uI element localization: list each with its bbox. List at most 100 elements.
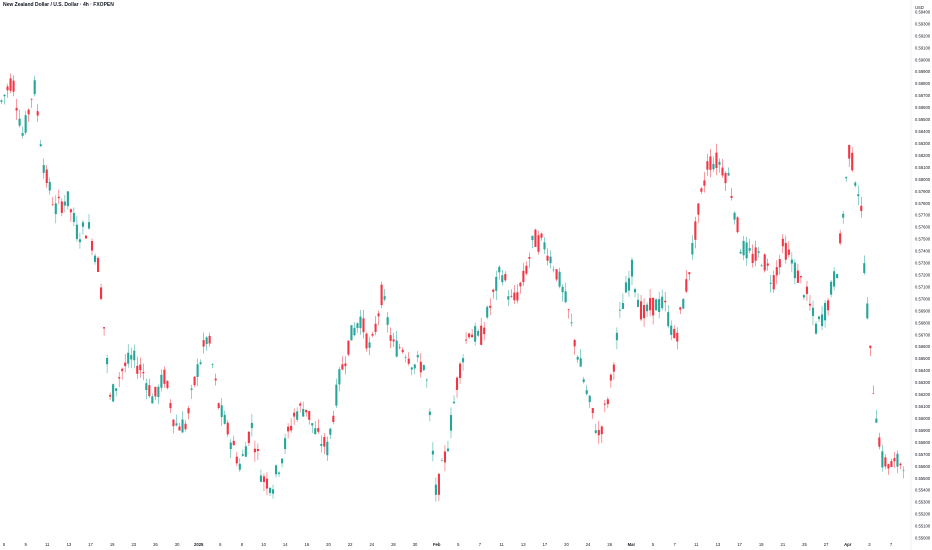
candle[interactable] xyxy=(489,298,492,316)
price-axis[interactable]: 0.59400 0.59300 0.59200 0.59100 0.59000 0.589… xyxy=(915,9,931,540)
candle[interactable] xyxy=(187,405,190,420)
candle[interactable] xyxy=(359,309,362,335)
candle[interactable] xyxy=(410,366,413,376)
candle[interactable] xyxy=(220,398,223,426)
candle[interactable] xyxy=(465,332,468,344)
candle[interactable] xyxy=(84,234,88,239)
candle[interactable] xyxy=(670,320,673,341)
candle[interactable] xyxy=(525,261,528,276)
candle[interactable] xyxy=(446,440,450,453)
candle[interactable] xyxy=(193,375,196,388)
candle[interactable] xyxy=(341,356,344,371)
candle[interactable] xyxy=(124,353,127,373)
candle[interactable] xyxy=(268,486,272,497)
candle[interactable] xyxy=(757,246,760,258)
candle[interactable] xyxy=(863,255,866,275)
candle[interactable] xyxy=(721,159,724,178)
candle[interactable] xyxy=(148,378,151,398)
candle[interactable] xyxy=(688,272,691,281)
candle[interactable] xyxy=(136,356,139,380)
candle[interactable] xyxy=(72,207,75,227)
candle[interactable] xyxy=(277,471,281,478)
candle[interactable] xyxy=(178,422,181,431)
candle[interactable] xyxy=(561,284,564,302)
candle[interactable] xyxy=(271,484,275,499)
candle[interactable] xyxy=(66,191,69,210)
candle[interactable] xyxy=(872,385,875,394)
candle[interactable] xyxy=(33,75,36,97)
time-axis[interactable]: 5 9 11 13 17 19 23 26 30 2025 6 8 10 14 16 20 22 24 28 30 Fe… xyxy=(3,542,893,547)
candle[interactable] xyxy=(603,399,606,413)
candle[interactable] xyxy=(383,288,386,302)
candle[interactable] xyxy=(474,322,477,346)
candle[interactable] xyxy=(712,156,715,172)
candle[interactable] xyxy=(636,293,640,308)
candle[interactable] xyxy=(531,235,534,249)
candle[interactable] xyxy=(57,189,60,205)
candle[interactable] xyxy=(437,472,440,501)
candle[interactable] xyxy=(87,214,91,230)
candle[interactable] xyxy=(416,351,419,363)
candle[interactable] xyxy=(356,322,359,333)
candle[interactable] xyxy=(890,458,893,468)
candle[interactable] xyxy=(848,144,851,167)
candle[interactable] xyxy=(609,373,612,388)
candle[interactable] xyxy=(0,99,3,105)
candle[interactable] xyxy=(413,363,416,375)
candle[interactable] xyxy=(12,75,15,97)
candle[interactable] xyxy=(305,409,308,417)
candle[interactable] xyxy=(425,377,428,388)
candle[interactable] xyxy=(570,313,573,327)
candle[interactable] xyxy=(172,419,175,434)
candle[interactable] xyxy=(594,423,597,435)
candle[interactable] xyxy=(486,305,489,320)
candle[interactable] xyxy=(154,386,157,401)
candle[interactable] xyxy=(96,256,100,272)
candle[interactable] xyxy=(649,289,652,316)
candle[interactable] xyxy=(18,109,21,128)
candle[interactable] xyxy=(60,198,63,217)
candle[interactable] xyxy=(15,98,18,120)
candle[interactable] xyxy=(893,452,896,468)
candle[interactable] xyxy=(639,294,643,322)
candle[interactable] xyxy=(751,244,754,268)
candle[interactable] xyxy=(449,407,453,439)
candle[interactable] xyxy=(253,440,256,462)
candle[interactable] xyxy=(169,399,172,413)
candle[interactable] xyxy=(462,354,465,371)
candle[interactable] xyxy=(700,187,703,195)
candle[interactable] xyxy=(3,94,6,105)
candle[interactable] xyxy=(573,338,576,355)
candle[interactable] xyxy=(808,294,812,311)
candle[interactable] xyxy=(760,263,763,267)
candle[interactable] xyxy=(284,433,287,454)
candle[interactable] xyxy=(241,449,244,457)
candle[interactable] xyxy=(401,347,404,354)
candle[interactable] xyxy=(833,267,836,291)
candle[interactable] xyxy=(121,367,124,380)
candle[interactable] xyxy=(299,401,302,413)
candle[interactable] xyxy=(811,300,815,326)
candle[interactable] xyxy=(247,430,250,446)
candle[interactable] xyxy=(217,402,220,410)
candle[interactable] xyxy=(293,408,296,425)
candle[interactable] xyxy=(78,232,81,249)
candle[interactable] xyxy=(552,266,555,273)
candle[interactable] xyxy=(389,327,392,349)
candle[interactable] xyxy=(317,419,320,434)
candle[interactable] xyxy=(199,359,202,366)
candle[interactable] xyxy=(799,275,802,284)
candle[interactable] xyxy=(287,423,290,439)
candle[interactable] xyxy=(745,236,748,266)
candle[interactable] xyxy=(371,331,374,338)
candle[interactable] xyxy=(685,270,688,294)
candle[interactable] xyxy=(860,197,863,218)
candle[interactable] xyxy=(323,433,326,455)
candle[interactable] xyxy=(857,185,860,206)
candle[interactable] xyxy=(504,271,507,282)
candle[interactable] xyxy=(296,407,299,422)
candle[interactable] xyxy=(9,73,12,94)
candle[interactable] xyxy=(118,371,121,388)
candle[interactable] xyxy=(440,457,443,462)
